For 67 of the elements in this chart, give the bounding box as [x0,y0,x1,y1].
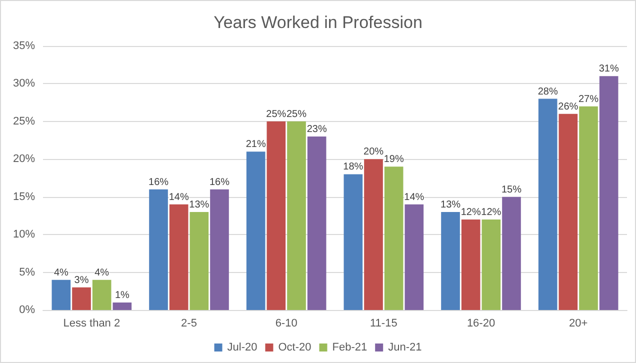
bar [558,114,578,310]
y-tick-label: 0% [19,304,36,316]
bar [190,212,209,310]
bar [287,121,306,310]
data-label: 13% [189,199,210,210]
x-tick-label: 16-20 [466,318,496,330]
data-label: 13% [440,199,461,210]
bar [461,219,480,310]
y-tick-label: 15% [12,190,36,203]
y-tick-label: 20% [12,153,36,166]
data-label: 14% [404,192,424,203]
data-label: 15% [501,184,522,196]
bar [441,212,460,310]
y-tick-label: 25% [12,115,36,128]
y-tick-label: 10% [12,228,36,241]
x-tick-label: 11-15 [370,318,398,330]
data-label: 4% [54,267,69,278]
data-label: 18% [343,162,364,173]
data-label: 27% [578,94,599,105]
x-tick-label: 2-5 [181,318,197,330]
bar [149,189,168,310]
data-label: 21% [246,139,266,150]
x-tick-label: 20+ [568,318,588,330]
y-tick-label: 5% [19,266,36,278]
bar [246,152,266,310]
chart-title: Years Worked in Profession [214,13,422,32]
data-label: 12% [460,206,481,218]
bar [579,106,598,310]
y-tick-label: 30% [12,78,36,90]
data-label: 31% [598,64,619,75]
data-label: 20% [363,146,384,158]
legend-label: Feb-21 [332,342,368,354]
bar [112,302,132,310]
data-label: 26% [558,101,578,112]
x-tick-label: Less than 2 [63,318,120,330]
y-tick-label: 35% [12,40,36,52]
data-label: 16% [209,176,230,188]
bar [344,174,363,310]
bar [538,98,558,310]
bar [92,280,112,310]
bar [364,159,383,310]
data-label: 1% [114,290,130,301]
data-label: 25% [286,108,307,120]
bar [266,121,286,310]
bar [599,76,618,310]
bar [307,136,326,310]
bar [210,189,229,310]
bar [169,204,188,310]
bar [72,287,91,310]
legend-label: Jun-21 [388,342,422,354]
data-label: 19% [384,154,404,166]
x-tick-label: 6-10 [275,318,298,330]
data-label: 28% [538,86,558,98]
data-label: 4% [94,267,110,278]
legend-label: Jul-20 [227,342,258,354]
data-label: 25% [266,108,286,120]
data-label: 3% [74,274,89,286]
data-label: 23% [306,124,327,136]
bar [482,219,501,310]
bar [404,204,424,310]
bar [502,196,521,310]
data-label: 14% [168,192,189,203]
bar [384,166,404,310]
data-label: 12% [481,206,502,218]
data-label: 16% [148,176,169,188]
legend-label: Oct-20 [278,342,312,354]
bar [52,280,71,310]
